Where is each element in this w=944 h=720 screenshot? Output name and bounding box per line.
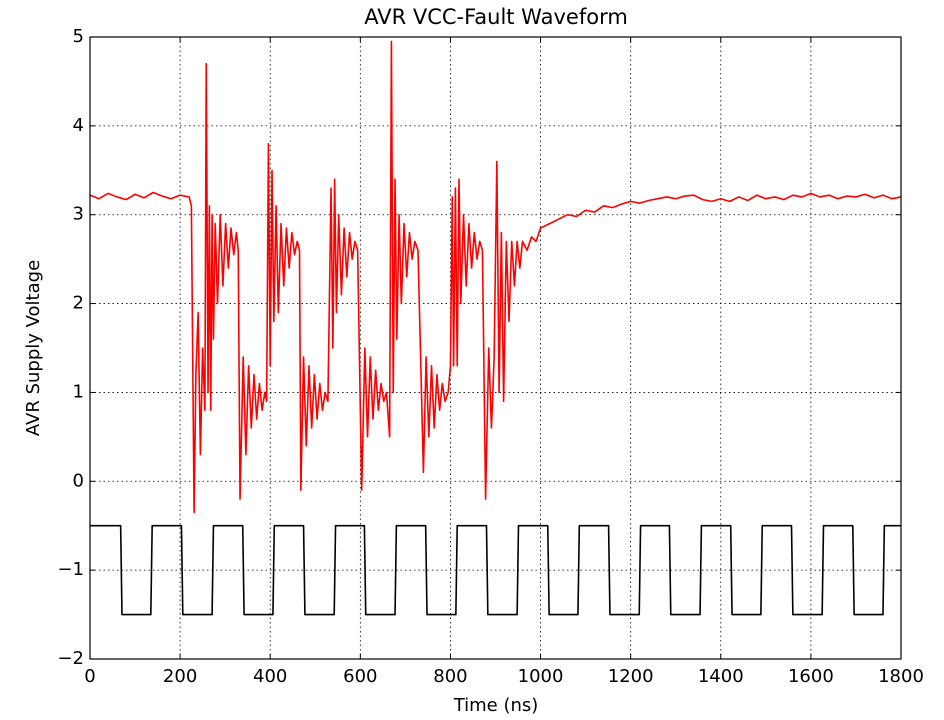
chart-title: AVR VCC-Fault Waveform [364,5,628,29]
x-tick-label: 600 [343,666,377,687]
series-line [90,524,901,616]
plot-area [89,40,902,616]
y-tick-label: 1 [73,381,84,402]
y-tick-label: 4 [73,115,84,136]
series-line [89,40,902,514]
y-tick-label: 0 [73,470,84,491]
x-tick-label: 200 [163,666,197,687]
x-axis-label: Time (ns) [453,695,539,716]
x-tick-label: 1600 [788,666,834,687]
x-tick-label: 1800 [878,666,924,687]
y-tick-label: 2 [73,293,84,314]
plot-frame [89,36,902,660]
x-tick-label: 800 [433,666,467,687]
y-tick-label: −1 [57,559,84,580]
x-tick-label: 1200 [608,666,654,687]
y-tick-label: 5 [73,26,84,47]
x-tick-label: 1000 [518,666,564,687]
y-axis-label: AVR Supply Voltage [23,260,44,436]
y-tick-label: 3 [73,204,84,225]
y-tick-label: −2 [57,648,84,669]
x-tick-label: 400 [253,666,287,687]
x-tick-label: 0 [84,666,95,687]
x-tick-label: 1400 [698,666,744,687]
